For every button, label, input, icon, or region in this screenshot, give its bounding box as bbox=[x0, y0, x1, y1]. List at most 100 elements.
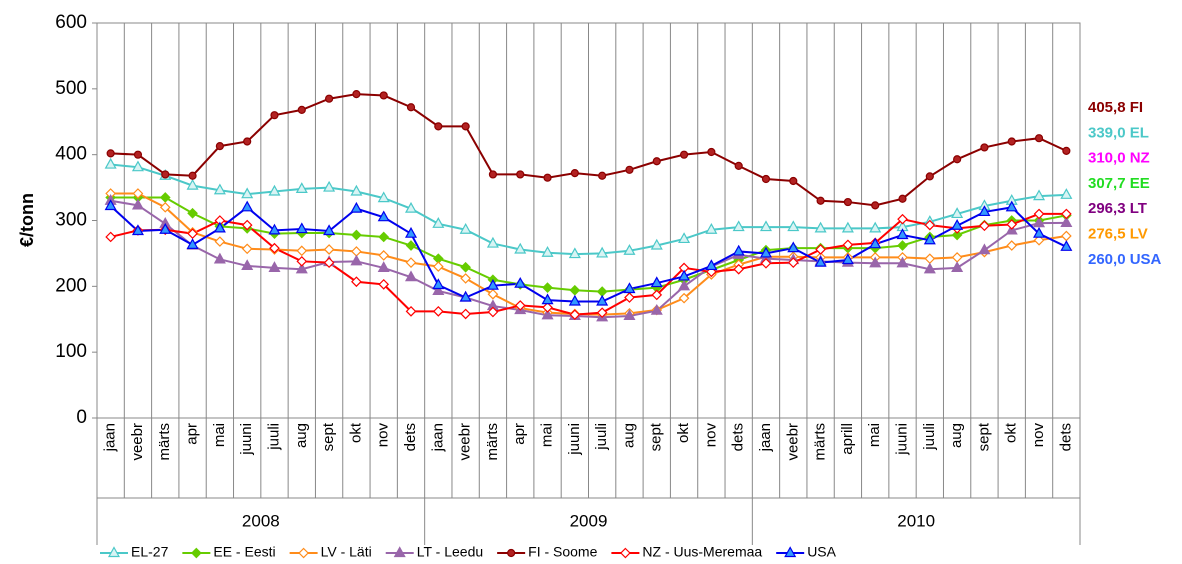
marker bbox=[951, 219, 964, 230]
x-tick-label: märts bbox=[812, 423, 829, 461]
marker bbox=[351, 229, 362, 241]
marker bbox=[486, 278, 499, 290]
x-tick-label: märts bbox=[484, 423, 501, 461]
marker bbox=[378, 231, 390, 243]
marker bbox=[406, 103, 416, 112]
marker bbox=[678, 292, 690, 304]
marker bbox=[1060, 240, 1073, 251]
end-label: 405,8 FI bbox=[1088, 99, 1143, 116]
marker bbox=[159, 192, 171, 203]
marker bbox=[432, 278, 445, 290]
marker bbox=[213, 252, 226, 264]
marker bbox=[213, 183, 226, 195]
marker bbox=[951, 229, 963, 241]
marker bbox=[542, 282, 553, 293]
marker bbox=[1006, 240, 1018, 251]
marker bbox=[159, 201, 171, 213]
marker bbox=[486, 236, 499, 248]
marker bbox=[459, 290, 472, 302]
marker bbox=[650, 238, 663, 250]
y-tick-label: 200 bbox=[55, 275, 87, 296]
marker bbox=[377, 210, 390, 222]
marker bbox=[269, 242, 280, 254]
marker bbox=[842, 239, 854, 251]
marker bbox=[460, 308, 471, 320]
x-tick-label: dets bbox=[730, 423, 747, 451]
marker bbox=[516, 170, 525, 179]
y-tick-label: 100 bbox=[55, 341, 87, 362]
x-tick-label: aug bbox=[293, 423, 310, 448]
marker bbox=[978, 205, 991, 217]
marker bbox=[1060, 230, 1072, 242]
marker bbox=[897, 213, 908, 225]
marker bbox=[652, 157, 661, 166]
x-tick-label: sept bbox=[320, 422, 337, 451]
x-tick-label: nov bbox=[375, 423, 392, 448]
marker bbox=[951, 207, 964, 219]
marker bbox=[843, 197, 853, 207]
marker bbox=[404, 201, 418, 213]
x-tick-label: sept bbox=[648, 422, 665, 451]
marker bbox=[350, 254, 363, 266]
marker bbox=[1060, 188, 1073, 199]
marker bbox=[951, 261, 964, 272]
marker bbox=[789, 176, 798, 186]
marker bbox=[133, 150, 143, 159]
marker bbox=[816, 196, 825, 205]
marker bbox=[350, 201, 363, 213]
marker bbox=[623, 282, 636, 294]
marker bbox=[1033, 234, 1045, 246]
x-tick-label: mai bbox=[211, 423, 228, 447]
marker bbox=[432, 261, 444, 272]
marker bbox=[243, 137, 252, 146]
marker bbox=[898, 194, 907, 203]
marker bbox=[761, 174, 771, 184]
marker bbox=[186, 238, 199, 249]
x-tick-label: mai bbox=[539, 423, 556, 447]
marker bbox=[568, 247, 581, 259]
marker bbox=[213, 221, 226, 233]
marker bbox=[951, 252, 963, 263]
marker bbox=[268, 261, 281, 272]
x-tick-label: mai bbox=[866, 423, 883, 447]
marker bbox=[487, 288, 499, 300]
end-label: 260,0 USA bbox=[1088, 251, 1162, 268]
x-tick-label: dets bbox=[1057, 423, 1074, 451]
marker bbox=[924, 219, 936, 231]
x-tick-label: dets bbox=[402, 423, 419, 451]
marker bbox=[295, 262, 308, 274]
marker bbox=[241, 259, 254, 271]
marker bbox=[1060, 208, 1072, 220]
marker bbox=[1006, 219, 1018, 230]
x-tick-label: apr bbox=[511, 423, 528, 445]
series-line bbox=[110, 163, 1067, 256]
marker bbox=[541, 293, 554, 305]
marker bbox=[1062, 146, 1071, 155]
marker bbox=[514, 242, 527, 254]
marker bbox=[378, 279, 390, 290]
legend-label: EL-27 bbox=[131, 544, 169, 560]
marker bbox=[352, 89, 361, 99]
marker bbox=[378, 250, 390, 261]
marker bbox=[405, 240, 417, 251]
x-tick-label: juuni bbox=[566, 423, 583, 456]
marker bbox=[623, 309, 636, 321]
marker bbox=[404, 226, 418, 238]
legend-label: LV - Läti bbox=[321, 544, 372, 560]
marker bbox=[1033, 208, 1045, 220]
marker bbox=[191, 547, 202, 559]
marker bbox=[132, 188, 144, 199]
marker bbox=[377, 191, 390, 203]
marker bbox=[1033, 226, 1046, 238]
marker bbox=[869, 221, 882, 233]
marker bbox=[707, 147, 716, 157]
marker bbox=[214, 236, 226, 247]
x-tick-label: aprill bbox=[839, 423, 856, 455]
marker bbox=[461, 122, 470, 131]
x-tick-label: okt bbox=[675, 422, 692, 443]
marker bbox=[434, 122, 443, 131]
marker bbox=[104, 199, 117, 211]
x-tick-label: märts bbox=[156, 423, 173, 461]
x-tick-label: veebr bbox=[457, 423, 474, 461]
